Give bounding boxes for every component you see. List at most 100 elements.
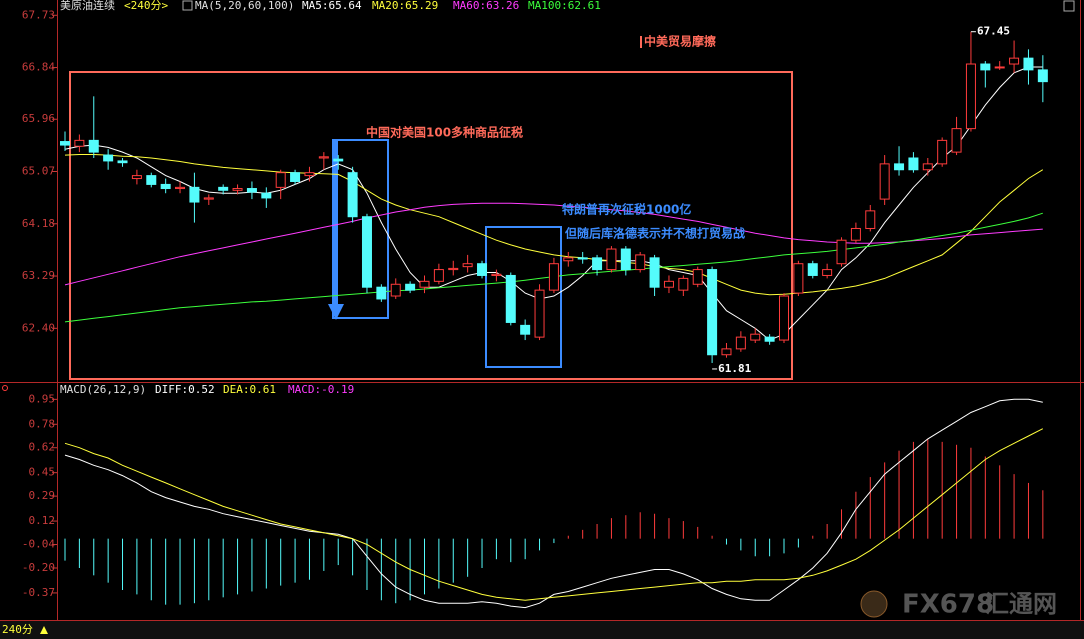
candle-body	[146, 175, 157, 185]
y-tick-label: 0.78	[29, 417, 56, 430]
y-tick-label: 65.07	[22, 164, 55, 177]
candle-body	[721, 348, 732, 356]
candle-body	[922, 163, 933, 171]
candle-body	[275, 172, 286, 188]
logo	[860, 590, 888, 618]
candle-body	[663, 280, 674, 288]
candle-body	[290, 172, 301, 182]
candle-body	[548, 263, 559, 291]
chart-title: 美原油连续	[60, 0, 115, 12]
legend-entry: DEA:0.61	[223, 383, 276, 396]
candle-body	[807, 263, 818, 276]
candle-body	[189, 186, 200, 203]
y-tick-label: 66.84	[22, 61, 55, 74]
candle-body	[131, 175, 142, 180]
candle-body	[218, 186, 229, 191]
watermark: 汇通网	[985, 590, 1057, 618]
icon	[1063, 0, 1075, 12]
candle-body	[333, 158, 344, 162]
icon	[182, 0, 193, 11]
candle-body	[1037, 69, 1048, 83]
event-box	[332, 139, 389, 319]
legend-entry: MA20:65.29	[372, 0, 438, 12]
candle-body	[779, 295, 789, 341]
candle-body	[937, 139, 948, 165]
ma-line	[64, 202, 1043, 286]
period-button[interactable]: 240分	[2, 623, 33, 636]
legend-entry: MA60:63.26	[453, 0, 519, 12]
icon	[2, 385, 8, 391]
candle-body	[160, 183, 171, 190]
candle-body	[692, 269, 703, 285]
y-tick-label: -0.04	[22, 538, 55, 551]
candle-body	[60, 141, 70, 146]
candle-body	[879, 163, 890, 200]
annotation: 中国对美国100多种商品征税	[366, 125, 523, 140]
candle-body	[592, 257, 603, 271]
candle-body	[1023, 57, 1034, 71]
annotation: 中美贸易摩擦	[644, 34, 716, 49]
candle-body	[836, 239, 847, 265]
candle-body	[376, 286, 387, 300]
candle-body	[965, 63, 976, 130]
event-box	[69, 71, 793, 380]
candle-body	[994, 66, 1005, 69]
candle-body	[649, 257, 660, 288]
legend-entry: DIFF:0.52	[155, 383, 215, 396]
y-tick-label: -0.20	[22, 561, 55, 574]
candle-body	[563, 257, 574, 262]
legend-entry: MACD:-0.19	[288, 383, 354, 396]
candle-body	[505, 274, 516, 323]
legend-entry: MA100:62.61	[528, 0, 601, 12]
candle-body	[74, 139, 85, 147]
indicator: MA(5,20,60,100)	[195, 0, 294, 12]
candle-body	[951, 128, 962, 153]
candle-body	[405, 283, 416, 291]
candle-body	[175, 186, 186, 190]
candle-body	[678, 277, 689, 291]
candle-body	[980, 63, 991, 71]
y-tick-label: 0.62	[29, 441, 56, 454]
annotation: 但随后库洛德表示并不想打贸易战	[564, 226, 745, 241]
candle-body	[347, 172, 358, 218]
y-tick-label: 0.29	[29, 489, 56, 502]
candle-body	[88, 139, 99, 153]
watermark: FX678	[902, 590, 994, 620]
candle-body	[620, 248, 631, 271]
candle-body	[894, 163, 905, 171]
ma-line	[64, 66, 1043, 341]
event-box	[485, 226, 562, 368]
footer-bar	[0, 621, 1084, 639]
macd-line	[64, 428, 1044, 601]
legend-entry: MA5:65.64	[302, 0, 362, 12]
candle-body	[448, 267, 459, 271]
arrow-head	[328, 304, 344, 320]
macd-line	[64, 398, 1043, 609]
candle-body	[793, 263, 804, 294]
y-tick-label: 62.40	[22, 321, 55, 334]
candle-body	[261, 192, 272, 199]
y-tick-label: 0.45	[29, 466, 56, 479]
candle-body	[477, 263, 488, 276]
candle-body	[491, 273, 502, 276]
y-tick-label: 63.29	[22, 269, 55, 282]
candle-body	[764, 336, 775, 342]
candle-body	[635, 254, 646, 271]
candle-body	[850, 227, 861, 241]
y-tick-label: -0.37	[22, 586, 55, 599]
indicator-title: MACD(26,12,9)	[60, 383, 146, 396]
candle-body	[707, 269, 718, 356]
candle-body	[908, 157, 919, 171]
period-arrow[interactable]	[40, 626, 48, 634]
candle-body	[433, 269, 444, 282]
candle-body	[117, 160, 128, 164]
y-tick-label: 64.18	[22, 217, 55, 230]
candle-body	[203, 197, 214, 200]
high-label: 67.45	[977, 25, 1010, 38]
candle-body	[1009, 57, 1020, 65]
candle-body	[462, 263, 473, 268]
low-label: 61.81	[718, 362, 751, 375]
candle-body	[534, 289, 545, 338]
y-tick-label: 65.96	[22, 112, 55, 125]
